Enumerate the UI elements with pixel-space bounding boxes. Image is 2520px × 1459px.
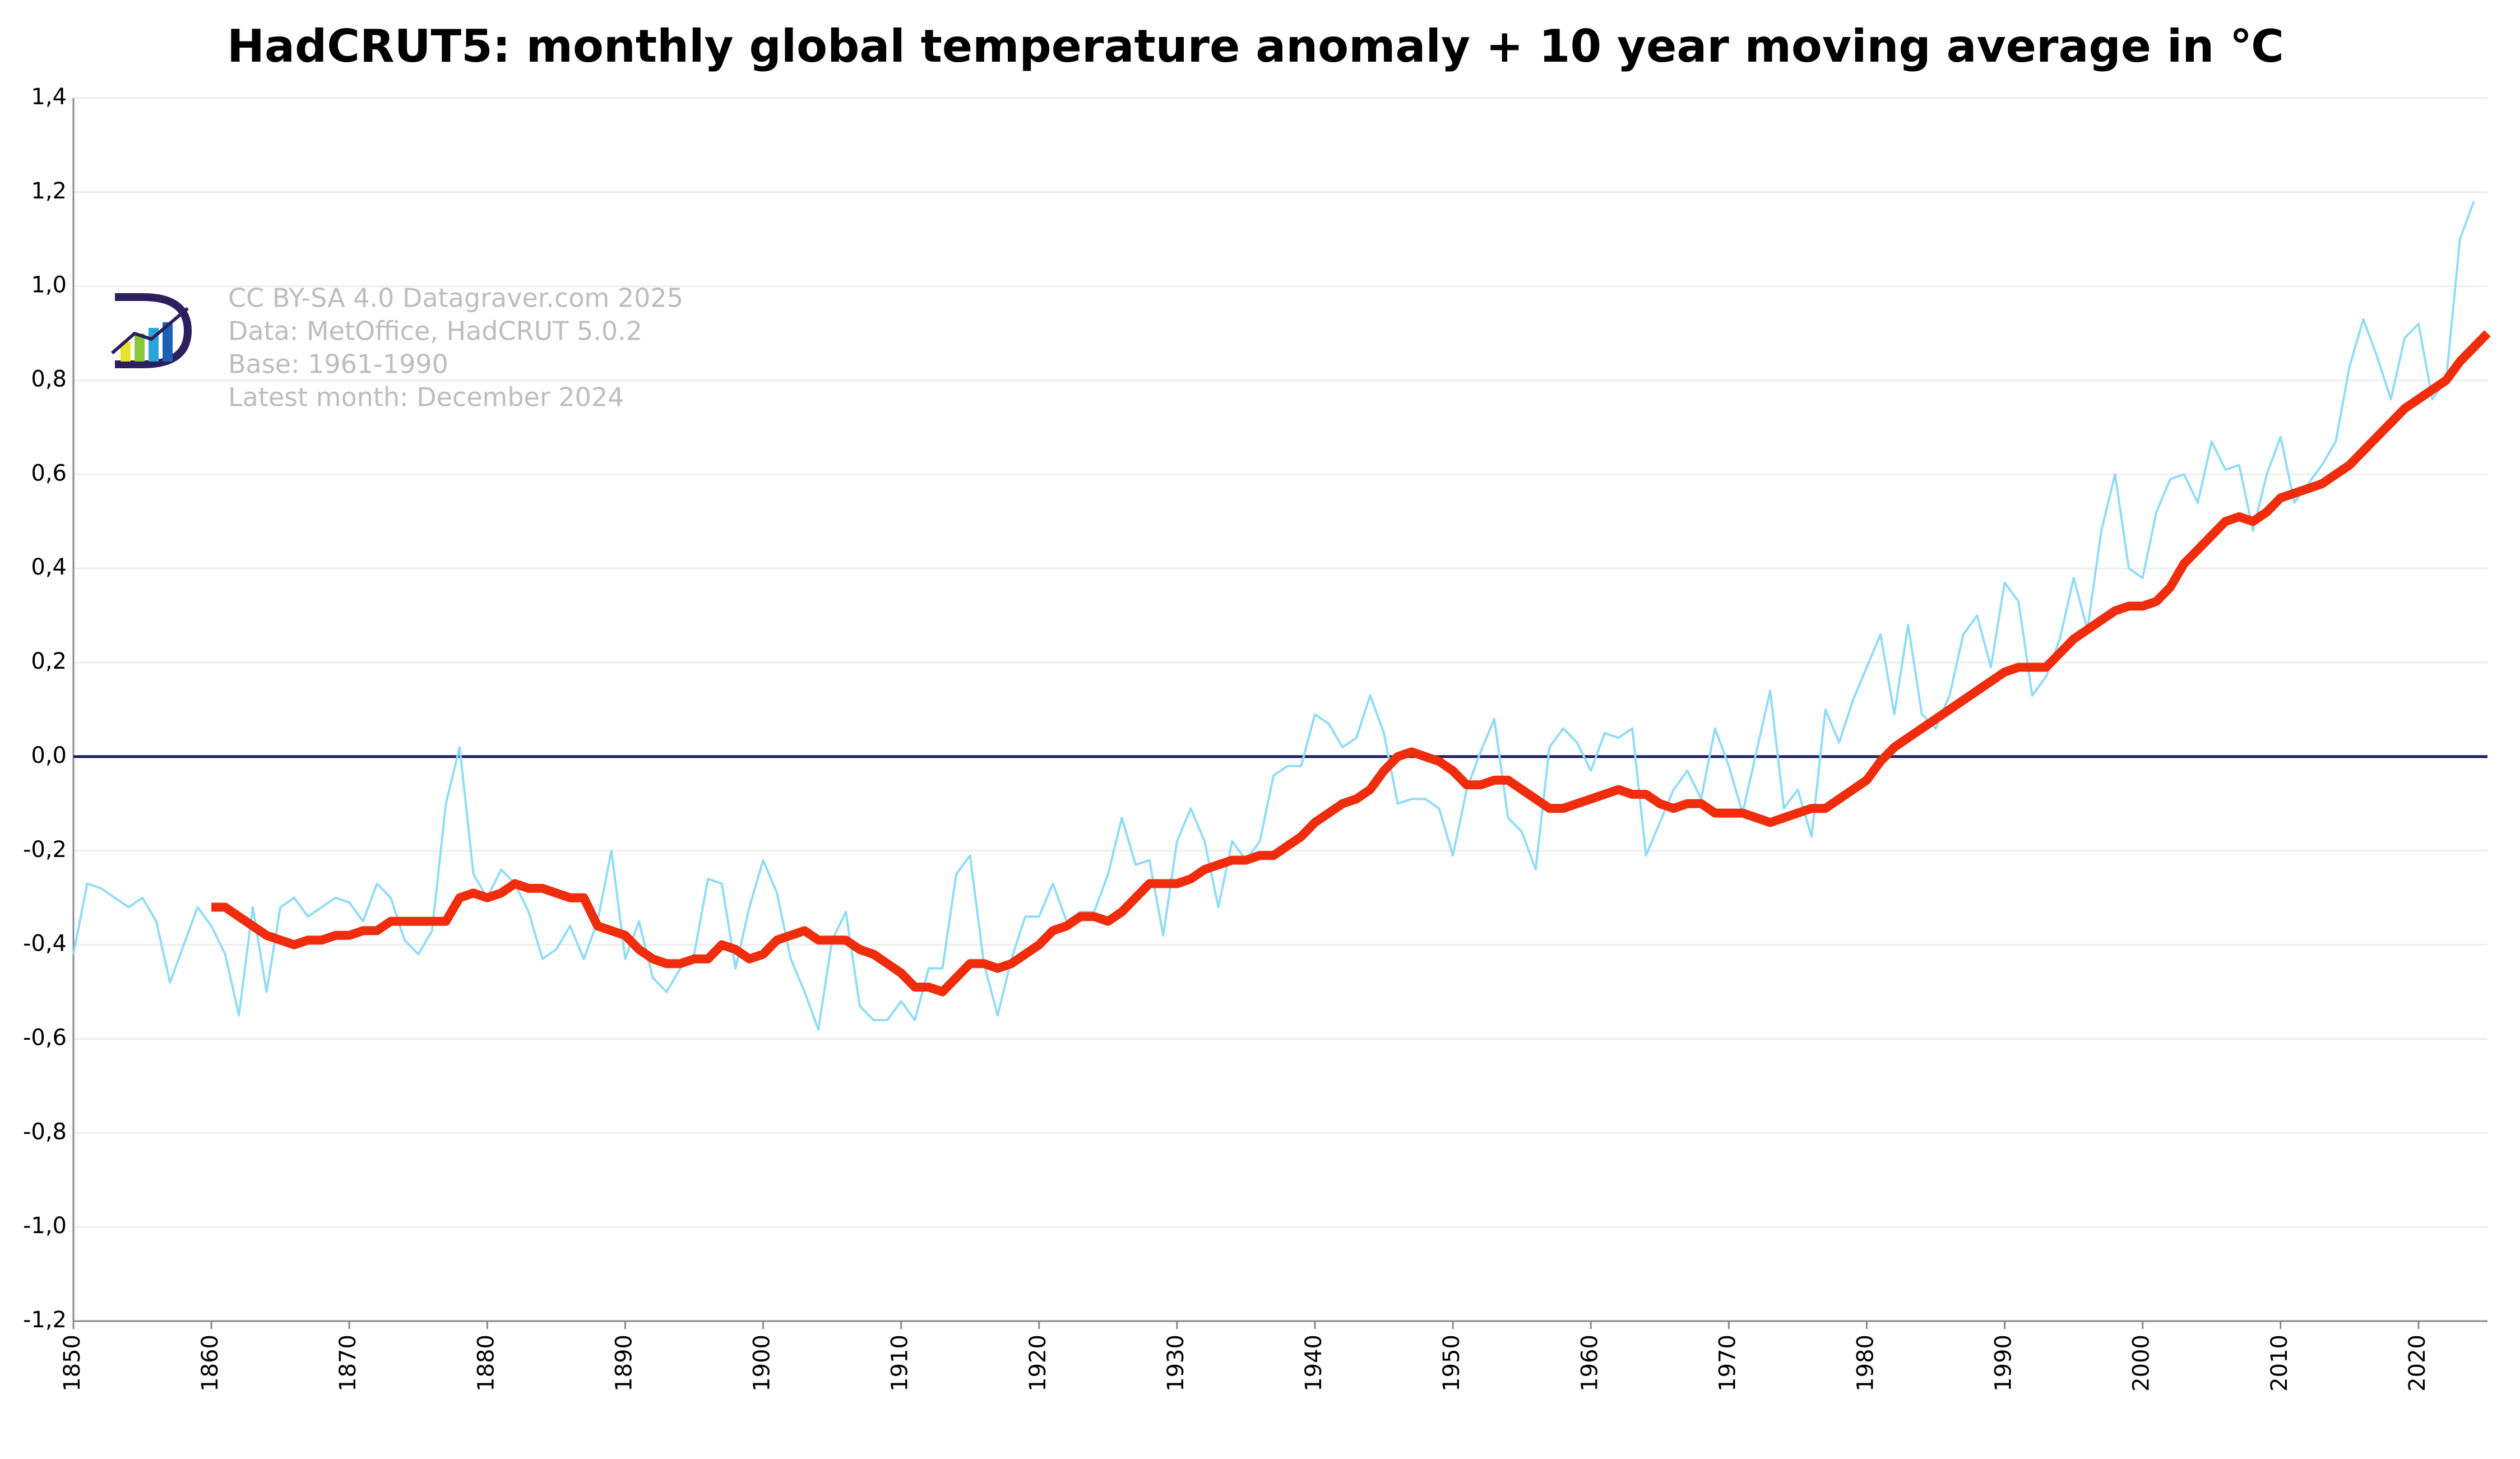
- series-line: [72, 201, 2475, 1031]
- logo-line: [111, 307, 189, 355]
- x-tick-label: 1930: [1163, 1335, 1189, 1392]
- x-tick-label: 1910: [887, 1335, 913, 1392]
- y-tick-label: 0,4: [31, 554, 67, 580]
- x-tick-label: 1980: [1852, 1335, 1878, 1392]
- y-tick-label: -0,8: [23, 1119, 67, 1145]
- x-tick-label: 2000: [2129, 1335, 2155, 1392]
- x-tick-label: 1880: [473, 1335, 499, 1392]
- x-tick-label: 1900: [749, 1335, 775, 1392]
- logo-bar: [163, 322, 173, 362]
- x-tick-label: 1860: [197, 1335, 223, 1392]
- chart-title: HadCRUT5: monthly global temperature ano…: [227, 20, 2284, 72]
- x-tick-label: 1920: [1025, 1335, 1051, 1392]
- note: Latest month: December 2024: [228, 382, 624, 413]
- x-tick-label: 2010: [2267, 1335, 2292, 1392]
- y-tick-label: 1,0: [31, 272, 67, 298]
- logo-bar: [135, 334, 145, 362]
- y-tick-label: 1,2: [31, 178, 67, 204]
- y-tick-label: -1,0: [23, 1213, 67, 1239]
- note: Data: MetOffice, HadCRUT 5.0.2: [228, 316, 642, 346]
- y-tick-label: -0,6: [23, 1025, 67, 1050]
- note: CC BY-SA 4.0 Datagraver.com 2025: [228, 283, 683, 313]
- logo: [111, 293, 192, 368]
- y-tick-label: -1,2: [23, 1307, 67, 1333]
- x-tick-label: 1940: [1301, 1335, 1327, 1392]
- y-tick-label: -0,2: [23, 837, 67, 863]
- x-tick-label: 1970: [1715, 1335, 1740, 1392]
- y-tick-label: 1,4: [31, 84, 67, 110]
- y-tick-label: -0,4: [23, 931, 67, 957]
- series-line: [211, 330, 2491, 997]
- x-tick-label: 1850: [59, 1335, 85, 1392]
- y-tick-label: 0,0: [31, 743, 67, 768]
- x-tick-label: 2020: [2405, 1335, 2430, 1392]
- x-tick-label: 1960: [1577, 1335, 1602, 1392]
- y-tick-label: 0,6: [31, 460, 67, 486]
- y-tick-label: 0,2: [31, 649, 67, 674]
- logo-outline: [115, 293, 192, 368]
- x-tick-label: 1990: [1991, 1335, 2017, 1392]
- x-tick-label: 1870: [335, 1335, 361, 1392]
- logo-bar: [121, 342, 131, 362]
- y-tick-label: 0,8: [31, 367, 67, 392]
- x-tick-label: 1890: [611, 1335, 637, 1392]
- note: Base: 1961-1990: [228, 349, 448, 379]
- x-tick-label: 1950: [1439, 1335, 1465, 1392]
